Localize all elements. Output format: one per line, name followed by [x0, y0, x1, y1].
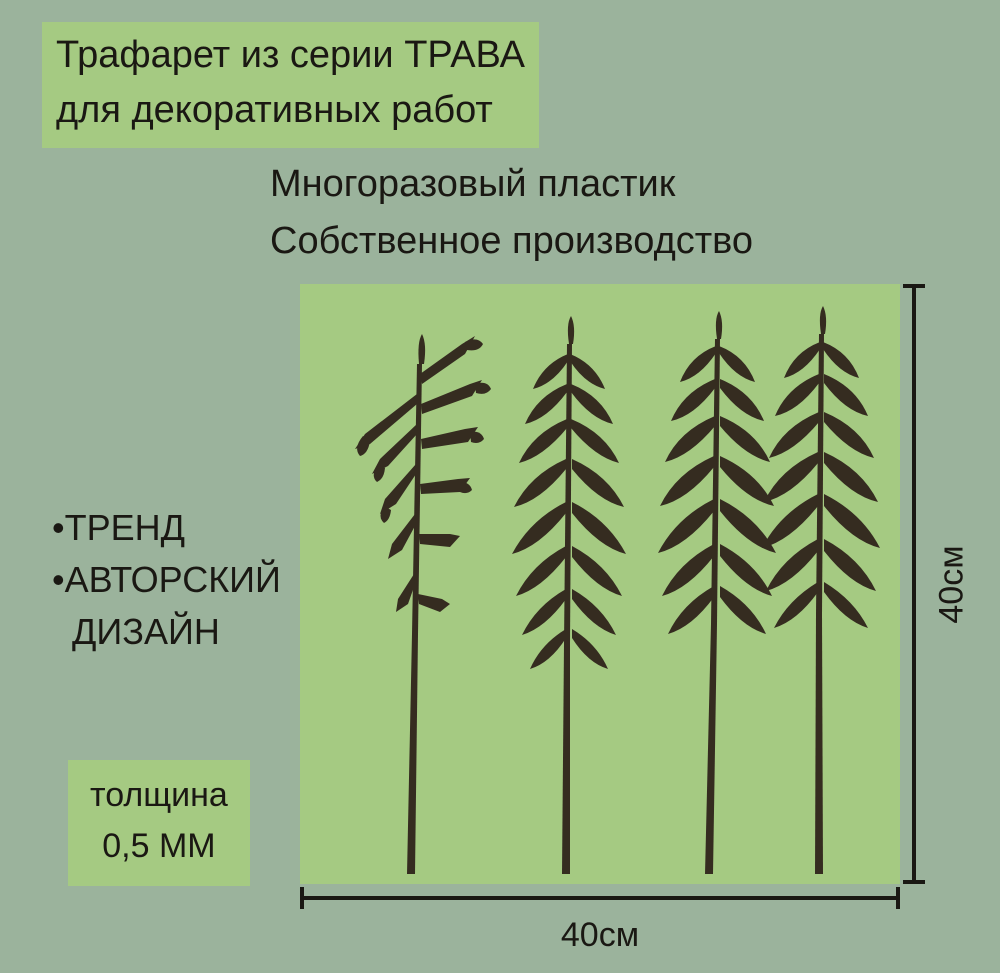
dimension-label-width: 40см — [300, 916, 900, 955]
title-line-1: Трафарет из серии ТРАВА — [56, 28, 525, 83]
grass-silhouette-icon — [300, 284, 900, 884]
bullet-1: •ТРЕНД — [52, 502, 281, 554]
thickness-panel: толщина 0,5 ММ — [68, 760, 250, 886]
title-line-2: для декоративных работ — [56, 83, 525, 138]
bullet-2: •АВТОРСКИЙ — [52, 554, 281, 606]
title-panel: Трафарет из серии ТРАВА для декоративных… — [42, 22, 539, 148]
bullets-block: •ТРЕНД •АВТОРСКИЙ ДИЗАЙН — [52, 502, 281, 659]
stencil-preview — [300, 284, 900, 884]
dimension-bar-width — [300, 896, 900, 900]
dimension-label-height: 40см — [932, 284, 972, 884]
subtitle-line-2: Собственное производство — [270, 213, 753, 270]
thickness-value: 0,5 ММ — [90, 821, 228, 872]
subtitle-block: Многоразовый пластик Собственное произво… — [270, 156, 753, 270]
subtitle-line-1: Многоразовый пластик — [270, 156, 753, 213]
dimension-bar-height — [912, 284, 916, 884]
bullet-3: ДИЗАЙН — [52, 606, 281, 658]
thickness-label: толщина — [90, 770, 228, 821]
